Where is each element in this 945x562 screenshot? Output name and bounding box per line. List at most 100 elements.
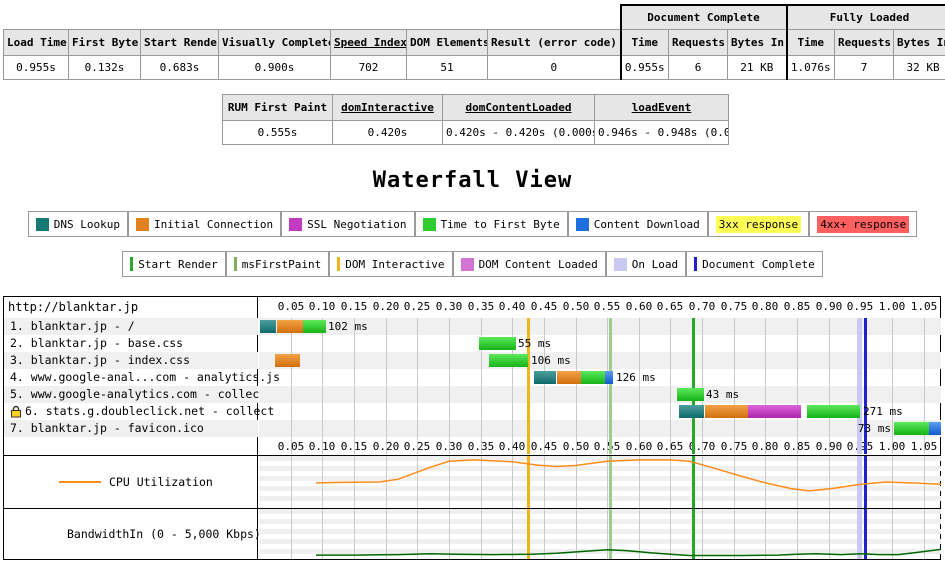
time-tick-label: 0.55 [593,440,621,453]
request-row-track [259,420,941,437]
request-row-label[interactable]: 7. blanktar.jp - favicon.ico [4,420,258,437]
time-tick-label: 0.05 [277,440,305,453]
gridline [702,318,703,454]
rum-column-header: domInteractive [332,94,443,121]
gridline [322,318,323,454]
gridline [702,456,703,508]
time-tick-label: 0.35 [467,300,495,313]
cpu-utilization-section: CPU Utilization [4,455,941,508]
request-list-column: http://blanktar.jp 1. blanktar.jp - / 2. … [4,297,280,455]
summary-table: Document Complete Fully Loaded Load Time Fi… [3,4,945,80]
document-complete-marker [864,318,867,454]
time-tick-label: 0.75 [720,300,748,313]
legend-item: Content Download [567,211,708,237]
gridline [449,456,450,508]
legend-item: SSL Negotiation [281,211,415,237]
request-row-label[interactable]: 1. blanktar.jp - / [4,318,258,335]
rum-value: 0.420s - 0.420s (0.000s) [442,120,595,145]
gridline [924,318,925,454]
gridline [924,456,925,508]
rum-metric-link[interactable]: loadEvent [631,101,692,114]
chart-stripe [259,509,941,514]
time-tick-label: 0.40 [498,440,526,453]
initial-connection-swatch [135,217,149,231]
legend-item: Document Complete [686,251,823,277]
request-time-label: 73 ms [857,422,891,435]
request-label-text: 2. blanktar.jp - base.css [10,336,184,350]
time-to-first-byte-swatch [422,217,436,231]
ms-first-paint-marker [609,318,612,454]
request-row-label[interactable]: 4. www.google-anal...com - analytics.js [4,369,280,386]
waterfall-view: http://blanktar.jp 1. blanktar.jp - / 2. … [3,296,941,560]
request-row-label[interactable]: 6. stats.g.doubleclick.net - collect [4,403,274,420]
time-tick-label: 0.15 [340,440,368,453]
rum-column-header: domContentLoaded [442,94,595,121]
time-tick-label: 0.10 [308,300,336,313]
time-tick-label: 0.50 [562,300,590,313]
rum-value: 0.555s [222,120,333,145]
request-row-label[interactable]: 3. blanktar.jp - index.css [4,352,258,369]
rum-metric-link[interactable]: domContentLoaded [465,101,572,114]
gridline [291,509,292,559]
gridline [607,509,608,559]
ttfb-bar-segment [581,371,605,384]
request-time-label: 102 ms [328,320,368,333]
on-load-swatch [613,257,627,271]
dom-interactive-swatch [337,257,341,271]
summary-value: 702 [330,54,407,80]
start-render-swatch [130,257,134,271]
start-render-marker [692,509,695,559]
time-tick-label: 0.85 [783,300,811,313]
rum-metric-link[interactable]: domInteractive [341,101,434,114]
dns-lookup-swatch [35,217,49,231]
chart-stripe [259,466,941,471]
page-event-legend: Start Render msFirstPaint DOM Interactive D… [0,251,945,277]
ms-first-paint-marker [609,456,612,508]
rum-value: 0.420s [332,120,443,145]
summary-column-header: First Byte [68,28,141,56]
request-label-text: 7. blanktar.jp - favicon.ico [10,421,204,435]
time-tick-label: 0.60 [625,440,653,453]
summary-column-header: Start Render [140,28,219,56]
cpu-line-swatch [59,481,101,483]
time-tick-label: 0.70 [688,440,716,453]
time-tick-label: 0.60 [625,300,653,313]
gridline [797,509,798,559]
document-complete-swatch [694,257,698,271]
gridline [544,456,545,508]
legend-item: Time to First Byte [414,211,568,237]
connect-bar-segment [705,405,749,418]
request-row-label[interactable]: 2. blanktar.jp - base.css [4,335,258,352]
ttfb-bar-segment [303,320,326,333]
request-time-label: 55 ms [518,337,552,350]
time-tick-label: 0.75 [720,440,748,453]
gridline [291,456,292,508]
cpu-utilization-label: CPU Utilization [109,475,213,489]
content-download-swatch [575,217,589,231]
on-load-marker [857,318,862,454]
gridline [322,509,323,559]
request-label-text: 6. stats.g.doubleclick.net - collect [25,404,275,418]
request-label-text: 1. blanktar.jp - / [10,319,135,333]
request-time-label: 106 ms [531,354,571,367]
legend-label: Start Render [138,257,218,271]
summary-column-header: Requests [668,28,728,56]
legend-label: Initial Connection [153,217,274,231]
request-row-label[interactable]: 5. www.google-analytics.com - collect [4,386,266,403]
gridline [576,456,577,508]
legend-label: On Load [631,257,679,271]
gridline [639,456,640,508]
legend-item: On Load [605,251,687,277]
gridline [386,456,387,508]
gridline [670,456,671,508]
bandwidth-legend: BandwidthIn (0 - 5,000 Kbps) [4,509,261,559]
cpu-utilization-chart [259,456,941,508]
legend-label: Content Download [593,217,700,231]
rum-table: RUM First Paint domInteractive domContentL… [222,94,729,145]
summary-column-header: DOM Elements [406,28,488,56]
legend-item: DOM Content Loaded [452,251,606,277]
summary-column-header: Bytes In [726,28,788,56]
speed-index-link[interactable]: Speed Index [334,35,407,49]
request-time-label: 126 ms [616,371,656,384]
request-label-text: 5. www.google-analytics.com - collect [10,387,267,401]
